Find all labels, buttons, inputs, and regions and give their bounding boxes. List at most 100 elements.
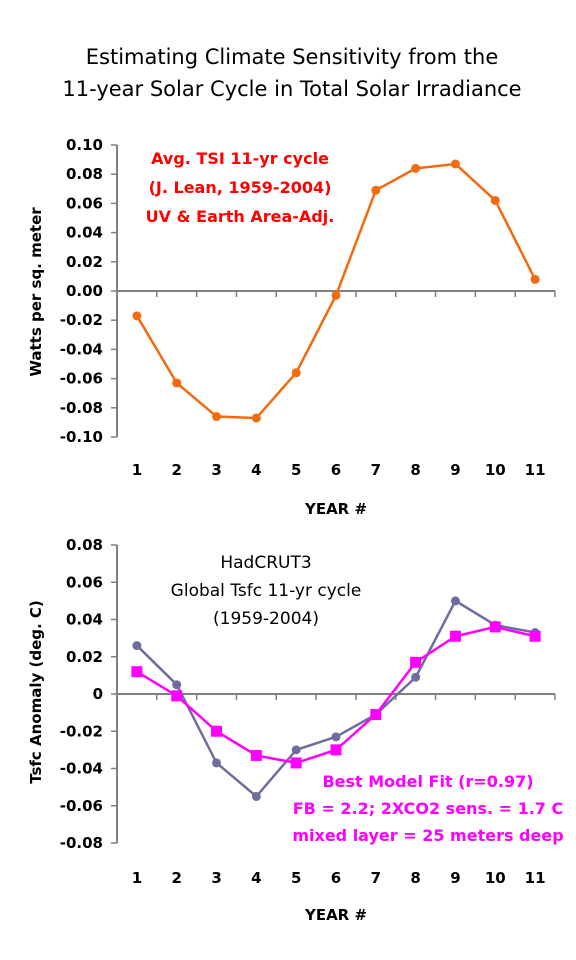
tsfc-series-1-point — [449, 630, 461, 642]
tsi-annotation-line-2: (J. Lean, 1959-2004) — [149, 178, 332, 197]
tsfc-series-0-point — [291, 745, 301, 755]
tsfc-x-tick-label: 7 — [371, 869, 381, 887]
tsfc-x-tick-label: 4 — [251, 869, 261, 887]
tsfc-series-0-point — [132, 641, 142, 651]
tsi-series-0-point — [251, 413, 261, 423]
tsfc-y-tick-label: 0.08 — [66, 536, 103, 554]
model-fit-annotation-line-1: Best Model Fit (r=0.97) — [322, 772, 533, 791]
tsfc-series-1-point — [290, 757, 302, 769]
tsi-x-tick-label: 6 — [331, 461, 341, 479]
tsi-x-tick-label: 3 — [211, 461, 221, 479]
title-line-1: Estimating Climate Sensitivity from the — [86, 45, 498, 69]
tsi-annotation-line-1: Avg. TSI 11-yr cycle — [151, 149, 329, 168]
tsfc-series-1-point — [211, 725, 223, 737]
tsfc-annotation-line-3: (1959-2004) — [213, 609, 319, 629]
tsfc-x-tick-label: 1 — [132, 869, 142, 887]
tsi-series — [132, 159, 540, 423]
model-fit-annotation-line-3: mixed layer = 25 meters deep — [292, 826, 563, 845]
tsi-y-tick-label: 0.08 — [66, 165, 103, 183]
tsfc-y-tick-label: -0.04 — [60, 760, 103, 778]
tsi-x-tick-label: 1 — [132, 461, 142, 479]
tsfc-x-tick-label: 3 — [211, 869, 221, 887]
tsfc-series-1-point — [529, 630, 541, 642]
tsi-x-tick-label: 7 — [371, 461, 381, 479]
tsi-chart: 0.10 0.08 0.06 0.04 0.02 0.00 -0.02 -0.04 -0.06 -… — [27, 136, 556, 518]
tsi-annotation-line-3: UV & Earth Area-Adj. — [146, 207, 335, 226]
tsfc-y-tick-label: -0.02 — [60, 722, 103, 740]
tsi-series-0-point — [371, 185, 381, 195]
tsi-series-0-point — [490, 195, 500, 205]
tsfc-x-tick-label: 2 — [172, 869, 182, 887]
tsi-series-0-point — [212, 412, 222, 422]
tsi-y-tick-label: -0.10 — [60, 428, 103, 446]
tsi-x-tick-label: 11 — [525, 461, 546, 479]
tsi-series-0-point — [132, 311, 142, 321]
tsi-y-tick-label: -0.04 — [60, 340, 103, 358]
tsi-y-tick-label: 0.06 — [66, 194, 103, 212]
tsi-x-tick-label: 10 — [485, 461, 506, 479]
tsfc-y-tick-label: 0.02 — [66, 648, 103, 666]
tsi-x-tick-label: 9 — [450, 461, 460, 479]
tsfc-series-1-point — [250, 749, 262, 761]
tsfc-chart: 0.08 0.06 0.04 0.02 0 -0.02 -0.04 -0.06 -0.08 1 2… — [27, 536, 564, 924]
tsi-series-0-point — [530, 274, 540, 284]
tsfc-x-tick-label: 8 — [410, 869, 420, 887]
tsfc-series — [131, 596, 541, 801]
tsfc-y-tick-label: 0 — [93, 685, 103, 703]
tsi-x-axis-title: YEAR # — [304, 500, 367, 518]
tsfc-y-tick-label: 0.06 — [66, 573, 103, 591]
tsfc-x-tick-label: 6 — [331, 869, 341, 887]
tsi-series-0-point — [450, 159, 460, 169]
tsfc-series-1-point — [489, 621, 501, 633]
tsfc-x-tick-label: 11 — [525, 869, 546, 887]
tsi-x-tick-labels: 1 2 3 4 5 6 7 8 9 10 11 — [132, 461, 546, 479]
tsi-series-0-point — [331, 290, 341, 300]
tsfc-series-1-point — [131, 666, 143, 678]
tsfc-y-tick-labels: 0.08 0.06 0.04 0.02 0 -0.02 -0.04 -0.06 -0.08 — [60, 536, 103, 852]
tsfc-annotation: HadCRUT3 Global Tsfc 11-yr cycle (1959-2… — [171, 553, 362, 629]
tsfc-y-tick-label: -0.08 — [60, 834, 103, 852]
tsi-y-tick-label: 0.02 — [66, 253, 103, 271]
tsfc-y-axis-title: Tsfc Anomaly (deg. C) — [27, 600, 45, 784]
tsfc-axes — [111, 544, 556, 844]
tsi-series-0-point — [411, 163, 421, 173]
tsfc-x-tick-label: 10 — [485, 869, 506, 887]
tsi-y-tick-label: -0.06 — [60, 370, 103, 388]
tsfc-series-0-point — [172, 680, 182, 690]
tsfc-series-1-point — [410, 656, 422, 668]
tsi-x-tick-label: 4 — [251, 461, 261, 479]
tsfc-x-tick-label: 9 — [450, 869, 460, 887]
tsfc-series-1-point — [370, 708, 382, 720]
tsi-y-tick-label: -0.08 — [60, 399, 103, 417]
tsi-y-tick-label: -0.02 — [60, 311, 103, 329]
tsfc-x-tick-labels: 1 2 3 4 5 6 7 8 9 10 11 — [132, 869, 546, 887]
tsfc-series-0-point — [450, 596, 460, 606]
tsi-y-tick-label: 0.04 — [66, 224, 103, 242]
tsfc-x-axis-title: YEAR # — [304, 906, 367, 924]
title-line-2: 11-year Solar Cycle in Total Solar Irrad… — [62, 77, 521, 101]
tsfc-model-fit-annotation: Best Model Fit (r=0.97) FB = 2.2; 2XCO2 … — [292, 772, 563, 845]
tsfc-series-1-point — [330, 744, 342, 756]
tsfc-series-0-point — [251, 791, 261, 801]
tsi-y-axis-title: Watts per sq. meter — [27, 207, 45, 377]
tsi-y-tick-label: 0.00 — [66, 282, 103, 300]
tsi-x-tick-label: 5 — [291, 461, 301, 479]
tsi-series-0-point — [291, 368, 301, 378]
tsi-annotation: Avg. TSI 11-yr cycle (J. Lean, 1959-2004… — [146, 149, 335, 226]
tsi-x-tick-label: 8 — [410, 461, 420, 479]
tsfc-y-tick-label: -0.06 — [60, 797, 103, 815]
tsfc-y-tick-label: 0.04 — [66, 611, 103, 629]
tsfc-series-0-point — [331, 732, 341, 742]
tsfc-series-0-point — [212, 758, 222, 768]
tsi-x-tick-label: 2 — [172, 461, 182, 479]
tsfc-series-1-point — [171, 690, 183, 702]
tsi-y-tick-label: 0.10 — [66, 136, 103, 154]
tsfc-annotation-line-2: Global Tsfc 11-yr cycle — [171, 581, 362, 601]
tsfc-series-0-point — [411, 672, 421, 682]
model-fit-annotation-line-2: FB = 2.2; 2XCO2 sens. = 1.7 C — [293, 799, 564, 818]
tsfc-x-tick-label: 5 — [291, 869, 301, 887]
tsi-y-tick-labels: 0.10 0.08 0.06 0.04 0.02 0.00 -0.02 -0.04 -0.06 -… — [60, 136, 103, 446]
tsfc-annotation-line-1: HadCRUT3 — [220, 553, 311, 573]
